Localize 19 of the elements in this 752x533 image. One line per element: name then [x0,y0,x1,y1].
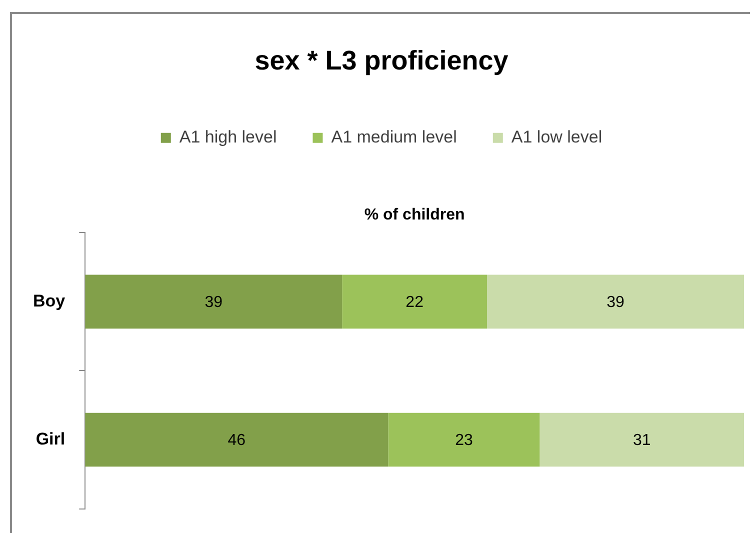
bar [342,274,488,329]
data-label: 46 [228,432,246,450]
y-tick-label: Boy [32,291,66,310]
bar [487,274,744,329]
chart-title: sex * L3 proficiency [254,46,508,76]
data-label: 39 [606,294,625,312]
data-label: 39 [204,294,223,312]
legend-label: A1 medium level [331,128,457,147]
bar [85,274,342,329]
x-axis-title: % of children [364,206,465,224]
data-label: 23 [455,432,473,450]
bar [388,412,540,467]
data-label: 31 [632,432,651,450]
data-label: 22 [406,294,424,312]
y-tick-label: Girl [36,429,66,448]
bar [85,412,388,467]
bar [540,412,744,467]
legend-label: A1 high level [179,128,277,147]
legend-label: A1 low level [511,128,602,147]
